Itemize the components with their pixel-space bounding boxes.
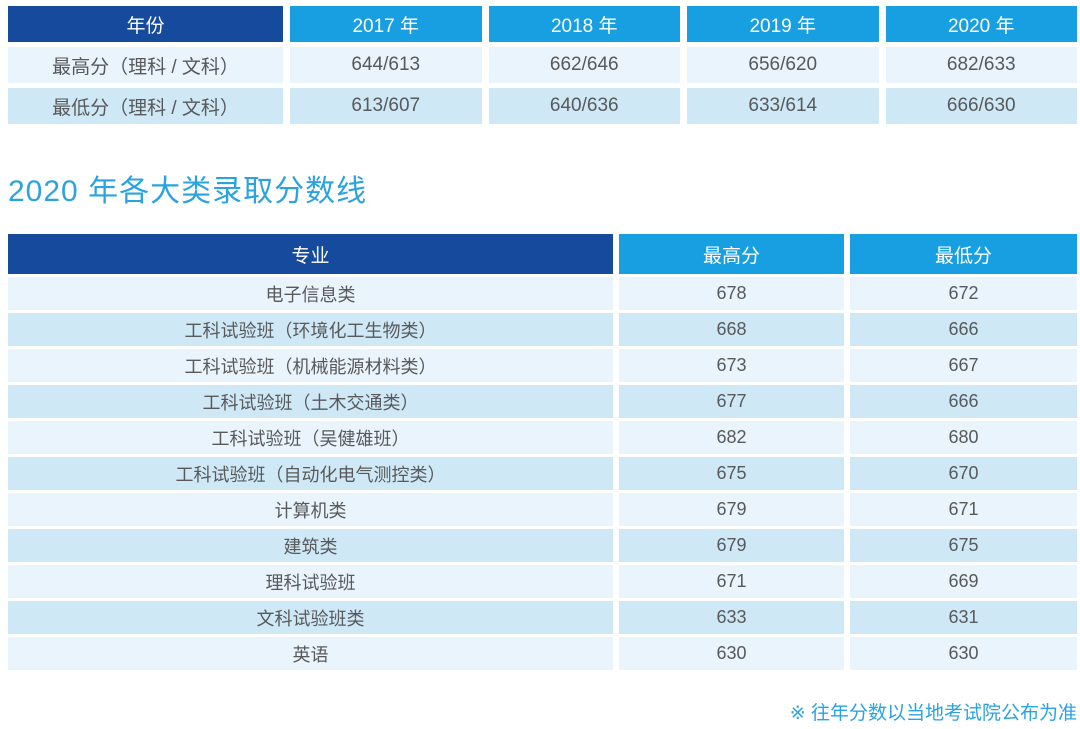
major-min-score: 667 bbox=[850, 349, 1077, 382]
major-column-header: 专业 bbox=[8, 234, 613, 274]
max-column-header: 最高分 bbox=[619, 234, 844, 274]
major-name: 工科试验班（土木交通类） bbox=[8, 385, 613, 418]
major-min-score: 630 bbox=[850, 637, 1077, 670]
major-name: 英语 bbox=[8, 637, 613, 670]
major-name: 理科试验班 bbox=[8, 565, 613, 598]
major-max-score: 677 bbox=[619, 385, 844, 418]
major-min-score: 631 bbox=[850, 601, 1077, 634]
major-min-score: 666 bbox=[850, 385, 1077, 418]
major-min-score: 680 bbox=[850, 421, 1077, 454]
major-min-score: 670 bbox=[850, 457, 1077, 490]
admission-scores-page: 年份 2017 年 2018 年 2019 年 2020 年 最高分（理科 / … bbox=[8, 6, 1077, 725]
history-score-table: 年份 2017 年 2018 年 2019 年 2020 年 最高分（理科 / … bbox=[8, 6, 1077, 124]
major-max-score: 673 bbox=[619, 349, 844, 382]
major-max-score: 682 bbox=[619, 421, 844, 454]
major-name: 计算机类 bbox=[8, 493, 613, 526]
min-score-2018: 640/636 bbox=[488, 88, 680, 124]
min-score-row-label: 最低分（理科 / 文科） bbox=[8, 88, 283, 124]
major-max-score: 679 bbox=[619, 529, 844, 562]
major-max-score: 668 bbox=[619, 313, 844, 346]
max-score-2020: 682/633 bbox=[885, 47, 1077, 83]
year-header-2020: 2020 年 bbox=[885, 6, 1077, 42]
major-max-score: 630 bbox=[619, 637, 844, 670]
major-name: 工科试验班（吴健雄班） bbox=[8, 421, 613, 454]
major-min-score: 672 bbox=[850, 277, 1077, 310]
major-name: 电子信息类 bbox=[8, 277, 613, 310]
min-score-2019: 633/614 bbox=[687, 88, 879, 124]
section-title: 2020 年各大类录取分数线 bbox=[8, 175, 368, 208]
major-name: 建筑类 bbox=[8, 529, 613, 562]
major-max-score: 633 bbox=[619, 601, 844, 634]
major-min-score: 666 bbox=[850, 313, 1077, 346]
min-score-2017: 613/607 bbox=[290, 88, 482, 124]
max-score-row-label: 最高分（理科 / 文科） bbox=[8, 47, 283, 83]
major-min-score: 671 bbox=[850, 493, 1077, 526]
major-max-score: 675 bbox=[619, 457, 844, 490]
max-score-2018: 662/646 bbox=[488, 47, 680, 83]
year-header-2017: 2017 年 bbox=[290, 6, 482, 42]
year-header-2018: 2018 年 bbox=[488, 6, 680, 42]
majors-score-table: 专业 最高分 最低分 电子信息类 678 672 工科试验班（环境化工生物类） … bbox=[8, 234, 1077, 670]
major-name: 文科试验班类 bbox=[8, 601, 613, 634]
year-corner-header: 年份 bbox=[8, 6, 283, 42]
max-score-2017: 644/613 bbox=[290, 47, 482, 83]
major-max-score: 679 bbox=[619, 493, 844, 526]
min-column-header: 最低分 bbox=[850, 234, 1077, 274]
year-header-2019: 2019 年 bbox=[687, 6, 879, 42]
major-name: 工科试验班（自动化电气测控类） bbox=[8, 457, 613, 490]
max-score-2019: 656/620 bbox=[687, 47, 879, 83]
footnote: ※ 往年分数以当地考试院公布为准 bbox=[789, 703, 1077, 724]
major-max-score: 678 bbox=[619, 277, 844, 310]
major-min-score: 669 bbox=[850, 565, 1077, 598]
min-score-2020: 666/630 bbox=[885, 88, 1077, 124]
major-min-score: 675 bbox=[850, 529, 1077, 562]
major-name: 工科试验班（环境化工生物类） bbox=[8, 313, 613, 346]
major-name: 工科试验班（机械能源材料类） bbox=[8, 349, 613, 382]
major-max-score: 671 bbox=[619, 565, 844, 598]
